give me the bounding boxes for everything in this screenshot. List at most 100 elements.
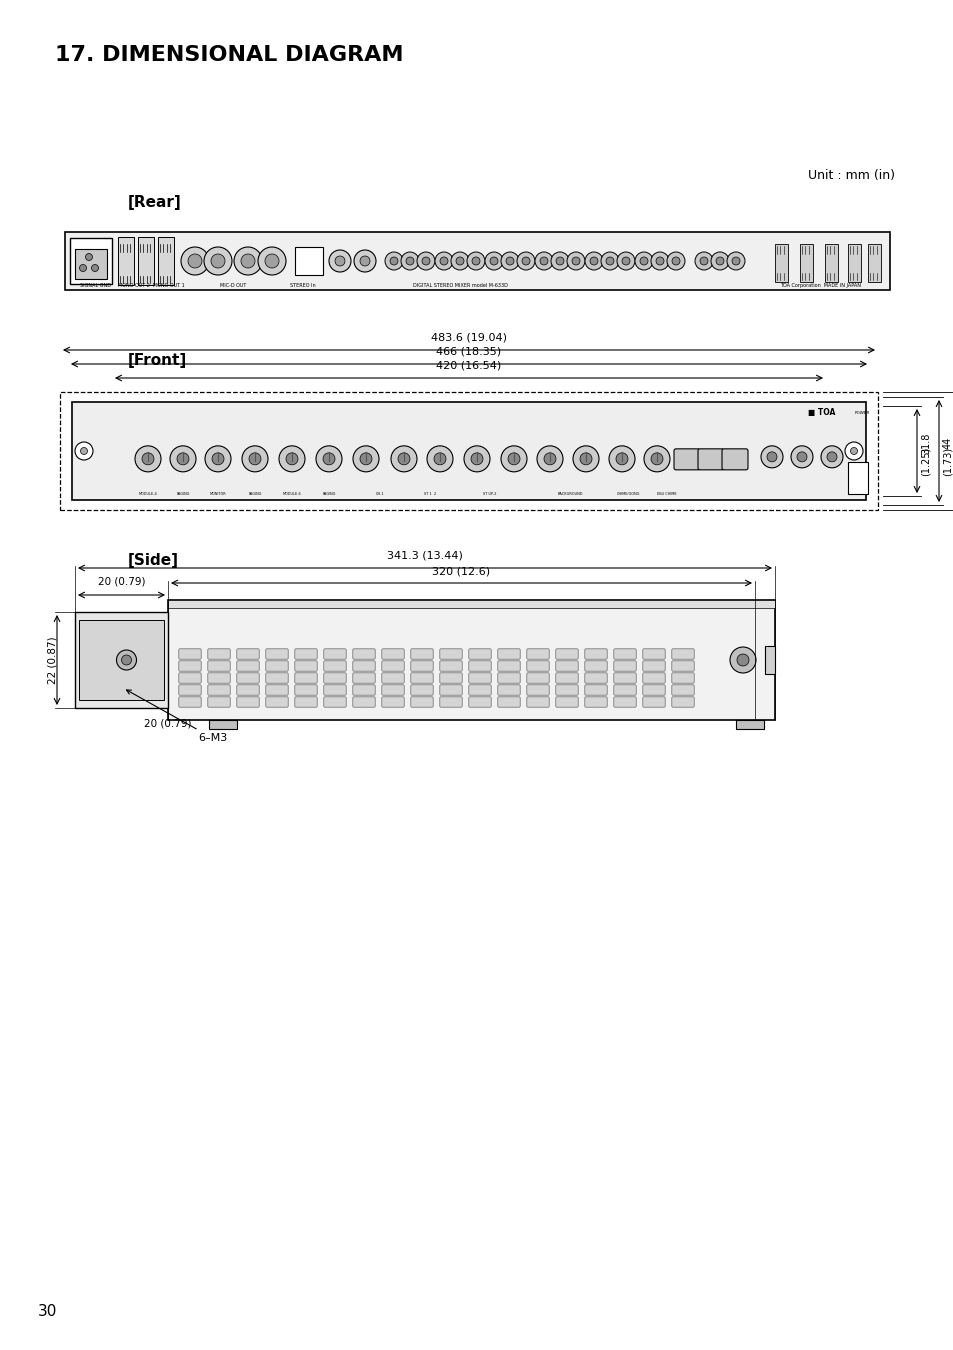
Circle shape — [566, 252, 584, 270]
FancyBboxPatch shape — [468, 649, 491, 659]
Bar — [79, 620, 164, 701]
FancyBboxPatch shape — [236, 697, 259, 707]
FancyBboxPatch shape — [642, 684, 664, 695]
FancyBboxPatch shape — [556, 684, 578, 695]
FancyBboxPatch shape — [266, 697, 288, 707]
Circle shape — [731, 256, 740, 265]
FancyBboxPatch shape — [323, 649, 346, 659]
FancyBboxPatch shape — [353, 649, 375, 659]
Circle shape — [826, 452, 836, 462]
FancyBboxPatch shape — [266, 672, 288, 683]
FancyBboxPatch shape — [439, 697, 461, 707]
Text: EBU CHIME: EBU CHIME — [657, 491, 676, 495]
FancyBboxPatch shape — [411, 697, 433, 707]
FancyBboxPatch shape — [266, 649, 288, 659]
FancyBboxPatch shape — [671, 672, 694, 683]
FancyBboxPatch shape — [381, 649, 404, 659]
Circle shape — [391, 446, 416, 472]
Circle shape — [500, 252, 518, 270]
Circle shape — [850, 447, 857, 455]
FancyBboxPatch shape — [698, 448, 723, 470]
Text: 31.8: 31.8 — [920, 432, 930, 454]
Bar — [824, 244, 837, 282]
Text: 320 (12.6): 320 (12.6) — [432, 566, 490, 576]
FancyBboxPatch shape — [178, 684, 201, 695]
Text: CHIME/GONG: CHIME/GONG — [616, 491, 639, 495]
Circle shape — [75, 441, 92, 460]
Bar — [774, 244, 787, 282]
Circle shape — [484, 252, 502, 270]
Circle shape — [467, 252, 484, 270]
FancyBboxPatch shape — [556, 672, 578, 683]
FancyBboxPatch shape — [411, 672, 433, 683]
Circle shape — [181, 247, 209, 275]
FancyBboxPatch shape — [439, 660, 461, 671]
FancyBboxPatch shape — [468, 672, 491, 683]
Circle shape — [121, 655, 132, 666]
Text: [Side]: [Side] — [128, 552, 179, 567]
Text: 20 (0.79): 20 (0.79) — [144, 718, 192, 728]
FancyBboxPatch shape — [497, 672, 519, 683]
FancyBboxPatch shape — [526, 684, 549, 695]
Bar — [209, 720, 236, 729]
FancyBboxPatch shape — [468, 684, 491, 695]
Text: POWER: POWER — [854, 410, 869, 414]
FancyBboxPatch shape — [613, 660, 636, 671]
Circle shape — [353, 446, 378, 472]
FancyBboxPatch shape — [671, 697, 694, 707]
FancyBboxPatch shape — [526, 697, 549, 707]
Circle shape — [335, 256, 345, 266]
FancyBboxPatch shape — [236, 672, 259, 683]
FancyBboxPatch shape — [526, 660, 549, 671]
Circle shape — [463, 446, 490, 472]
Text: 466 (18.35): 466 (18.35) — [436, 347, 501, 356]
Bar — [735, 720, 763, 729]
FancyBboxPatch shape — [381, 660, 404, 671]
Circle shape — [188, 254, 202, 269]
Text: 22 (0.87): 22 (0.87) — [48, 636, 58, 684]
Text: [Front]: [Front] — [128, 352, 187, 367]
FancyBboxPatch shape — [721, 448, 747, 470]
Circle shape — [434, 452, 446, 464]
Circle shape — [500, 446, 526, 472]
Bar — [294, 247, 323, 275]
Circle shape — [507, 452, 519, 464]
Circle shape — [537, 446, 562, 472]
Circle shape — [579, 452, 592, 464]
Text: ST UP-2: ST UP-2 — [483, 491, 497, 495]
Text: 420 (16.54): 420 (16.54) — [436, 360, 501, 371]
FancyBboxPatch shape — [497, 697, 519, 707]
Text: ST 1  2: ST 1 2 — [423, 491, 436, 495]
FancyBboxPatch shape — [584, 672, 606, 683]
Circle shape — [535, 252, 553, 270]
Circle shape — [650, 252, 668, 270]
Circle shape — [439, 256, 448, 265]
Bar — [70, 238, 112, 284]
FancyBboxPatch shape — [497, 649, 519, 659]
Text: (1.73): (1.73) — [942, 447, 952, 475]
Circle shape — [605, 256, 614, 265]
Circle shape — [729, 647, 755, 674]
FancyBboxPatch shape — [526, 672, 549, 683]
Text: 341.3 (13.44): 341.3 (13.44) — [387, 551, 462, 562]
Circle shape — [700, 256, 707, 265]
Circle shape — [716, 256, 723, 265]
Circle shape — [390, 256, 397, 265]
FancyBboxPatch shape — [613, 649, 636, 659]
Circle shape — [323, 452, 335, 464]
Circle shape — [249, 452, 261, 464]
FancyBboxPatch shape — [208, 697, 230, 707]
FancyBboxPatch shape — [208, 672, 230, 683]
FancyBboxPatch shape — [178, 672, 201, 683]
Circle shape — [329, 250, 351, 271]
Circle shape — [608, 446, 635, 472]
FancyBboxPatch shape — [671, 660, 694, 671]
Text: 20 (0.79): 20 (0.79) — [97, 576, 145, 587]
FancyBboxPatch shape — [584, 649, 606, 659]
FancyBboxPatch shape — [353, 697, 375, 707]
FancyBboxPatch shape — [526, 649, 549, 659]
FancyBboxPatch shape — [208, 649, 230, 659]
FancyBboxPatch shape — [411, 649, 433, 659]
FancyBboxPatch shape — [294, 672, 316, 683]
Circle shape — [170, 446, 195, 472]
